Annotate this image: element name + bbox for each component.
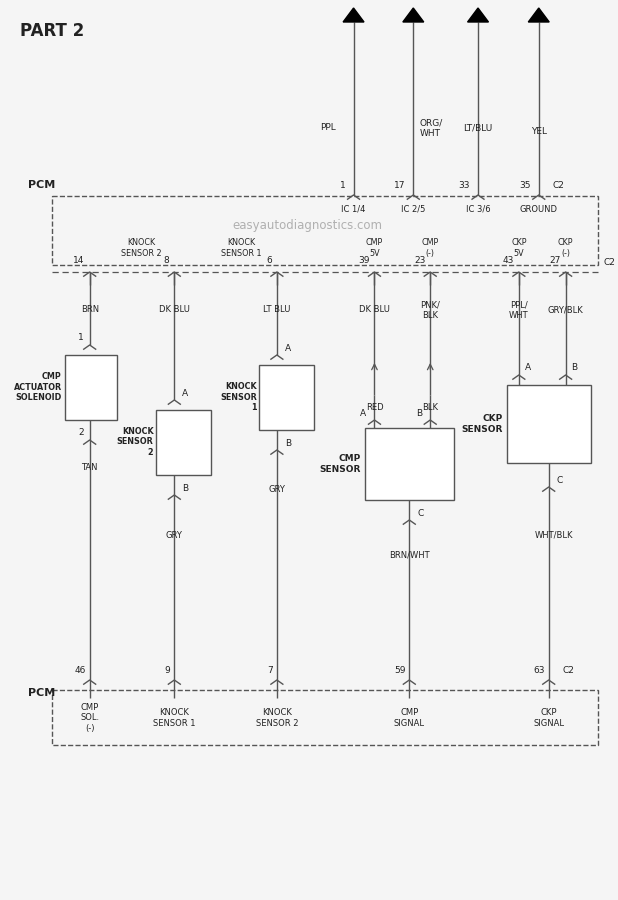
- Text: KNOCK
SENSOR 2: KNOCK SENSOR 2: [121, 238, 162, 257]
- Text: GROUND: GROUND: [520, 204, 558, 213]
- Text: CKP
5V: CKP 5V: [511, 238, 527, 257]
- Bar: [365, 428, 454, 500]
- Text: TAN: TAN: [82, 464, 98, 472]
- Text: CKP
(-): CKP (-): [558, 238, 574, 257]
- Bar: [259, 365, 314, 430]
- Text: C2: C2: [552, 181, 565, 190]
- Text: C2: C2: [603, 258, 616, 267]
- Text: LT BLU: LT BLU: [263, 305, 290, 314]
- Text: PART 2: PART 2: [20, 22, 84, 40]
- Text: BRN/WHT: BRN/WHT: [389, 551, 430, 560]
- Polygon shape: [403, 8, 424, 22]
- Text: 2: 2: [78, 428, 83, 437]
- Text: DK BLU: DK BLU: [159, 305, 190, 314]
- Text: KNOCK
SENSOR
1: KNOCK SENSOR 1: [220, 382, 257, 412]
- Text: GRY: GRY: [268, 485, 286, 494]
- Text: A: A: [350, 10, 357, 20]
- Text: ORG/
WHT: ORG/ WHT: [419, 118, 442, 138]
- Text: CKP
SENSOR: CKP SENSOR: [462, 414, 503, 434]
- Text: 35: 35: [519, 181, 531, 190]
- Text: A: A: [285, 344, 291, 353]
- Text: PNK/
BLK: PNK/ BLK: [420, 301, 440, 320]
- Text: C: C: [557, 476, 563, 485]
- Text: GRY: GRY: [166, 530, 183, 539]
- Polygon shape: [343, 8, 364, 22]
- Text: CMP
5V: CMP 5V: [366, 238, 383, 257]
- Text: B: B: [285, 439, 291, 448]
- Text: KNOCK
SENSOR 2: KNOCK SENSOR 2: [256, 708, 298, 728]
- Bar: [52, 690, 598, 745]
- Text: PCM: PCM: [28, 180, 55, 190]
- Polygon shape: [528, 8, 549, 22]
- Text: A: A: [525, 363, 531, 372]
- Text: 43: 43: [502, 256, 514, 265]
- Polygon shape: [468, 8, 488, 22]
- Text: 63: 63: [533, 666, 544, 675]
- Text: PPL: PPL: [320, 123, 336, 132]
- Text: WHT/BLK: WHT/BLK: [535, 530, 573, 539]
- Text: 39: 39: [358, 256, 370, 265]
- Text: C2: C2: [562, 666, 575, 675]
- Text: PCM: PCM: [28, 688, 55, 698]
- Text: IC 1/4: IC 1/4: [341, 204, 366, 213]
- Text: KNOCK
SENSOR
2: KNOCK SENSOR 2: [117, 428, 153, 457]
- Text: BRN: BRN: [80, 305, 99, 314]
- Text: GRY/BLK: GRY/BLK: [548, 305, 583, 314]
- Bar: [507, 385, 591, 463]
- Text: C: C: [417, 509, 423, 518]
- Text: 9: 9: [164, 666, 171, 675]
- Text: KNOCK
SENSOR 1: KNOCK SENSOR 1: [221, 238, 261, 257]
- Text: B: B: [416, 409, 422, 418]
- Text: CMP
SOL.
(-): CMP SOL. (-): [80, 703, 99, 733]
- Text: DK BLU: DK BLU: [359, 305, 390, 314]
- Bar: [52, 196, 598, 265]
- Text: CMP
ACTUATOR
SOLENOID: CMP ACTUATOR SOLENOID: [14, 372, 62, 402]
- Text: 8: 8: [164, 256, 169, 265]
- Text: A: A: [360, 409, 366, 418]
- Text: B: B: [182, 484, 188, 493]
- Text: IC 3/6: IC 3/6: [466, 204, 490, 213]
- Text: KNOCK
SENSOR 1: KNOCK SENSOR 1: [153, 708, 195, 728]
- Text: 27: 27: [549, 256, 561, 265]
- Bar: [65, 355, 117, 420]
- Text: LT/BLU: LT/BLU: [464, 123, 493, 132]
- Text: 59: 59: [394, 666, 405, 675]
- Text: 1: 1: [78, 333, 83, 342]
- Text: BLK: BLK: [422, 402, 438, 411]
- Text: A: A: [182, 389, 188, 398]
- Text: 46: 46: [74, 666, 86, 675]
- Text: 17: 17: [394, 181, 405, 190]
- Text: 7: 7: [267, 666, 273, 675]
- Text: 6: 6: [266, 256, 272, 265]
- Text: 14: 14: [74, 256, 85, 265]
- Text: YEL: YEL: [531, 127, 547, 136]
- Text: PPL/
WHT: PPL/ WHT: [509, 301, 528, 320]
- Text: RED: RED: [366, 402, 383, 411]
- Text: 1: 1: [340, 181, 345, 190]
- Text: CMP
SIGNAL: CMP SIGNAL: [394, 708, 425, 728]
- Text: CKP
SIGNAL: CKP SIGNAL: [533, 708, 564, 728]
- Text: C: C: [475, 10, 481, 20]
- Text: CMP
SENSOR: CMP SENSOR: [319, 454, 360, 473]
- Text: 23: 23: [414, 256, 425, 265]
- Text: B: B: [572, 363, 578, 372]
- Text: D: D: [535, 10, 543, 20]
- Text: B: B: [410, 10, 417, 20]
- Text: easyautodiagnostics.com: easyautodiagnostics.com: [233, 220, 383, 232]
- Bar: [156, 410, 211, 475]
- Text: 33: 33: [459, 181, 470, 190]
- Text: IC 2/5: IC 2/5: [401, 204, 425, 213]
- Text: CMP
(-): CMP (-): [421, 238, 439, 257]
